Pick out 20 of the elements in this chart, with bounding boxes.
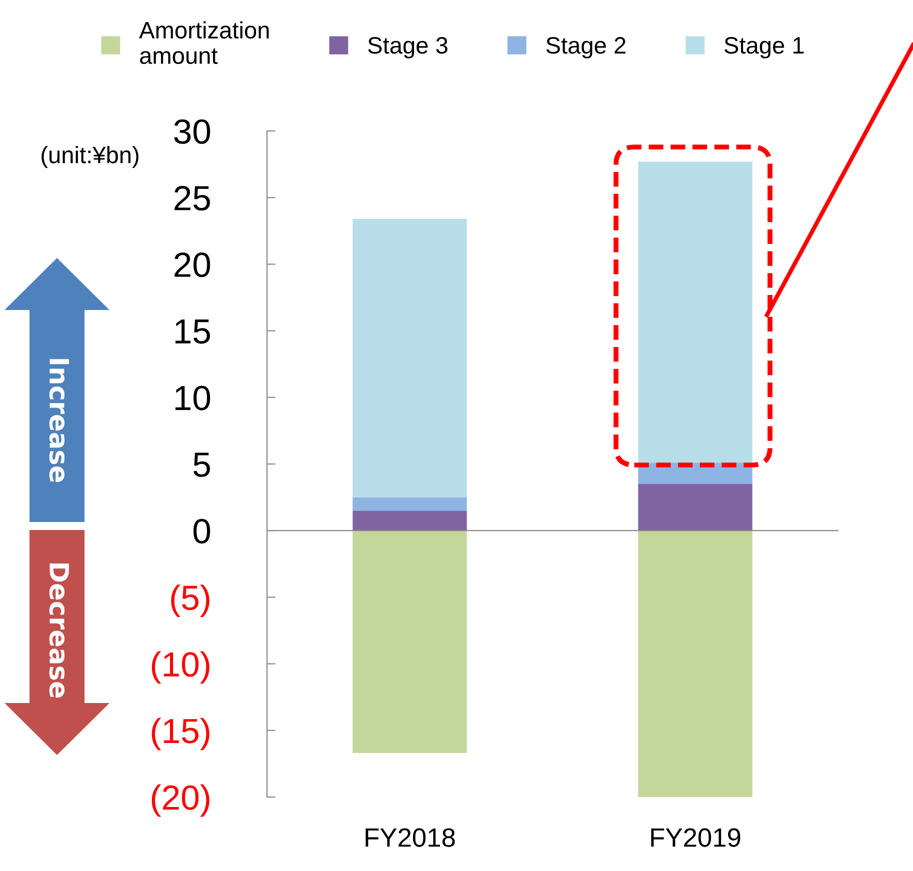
y-tick-label: 25 xyxy=(174,186,210,211)
text: Increase xyxy=(49,359,69,482)
y-tick-label: 15 xyxy=(175,319,210,344)
y-tick-label: 20 xyxy=(174,252,210,278)
y-tick-label: (15) xyxy=(152,718,210,750)
y-tick-label: (5) xyxy=(171,584,210,617)
y-tick-label: (10) xyxy=(152,651,210,684)
x-tick-label: FY2018 xyxy=(366,828,455,847)
legend-label: Amortization amount xyxy=(139,21,269,64)
legend-label: Stage 2 xyxy=(546,37,626,58)
y-tick-label: (20) xyxy=(152,784,210,817)
legend-label: Stage 3 xyxy=(368,37,448,58)
text: (unit:¥bn) xyxy=(42,146,138,168)
y-tick-label: 0 xyxy=(193,518,210,544)
y-tick-label: 30 xyxy=(174,119,210,144)
y-tick-label: 5 xyxy=(194,452,210,477)
text: Decrease xyxy=(49,564,69,698)
x-tick-label: FY2019 xyxy=(651,828,740,847)
legend-label: Stage 1 xyxy=(724,37,804,58)
y-tick-label: 10 xyxy=(175,386,210,410)
